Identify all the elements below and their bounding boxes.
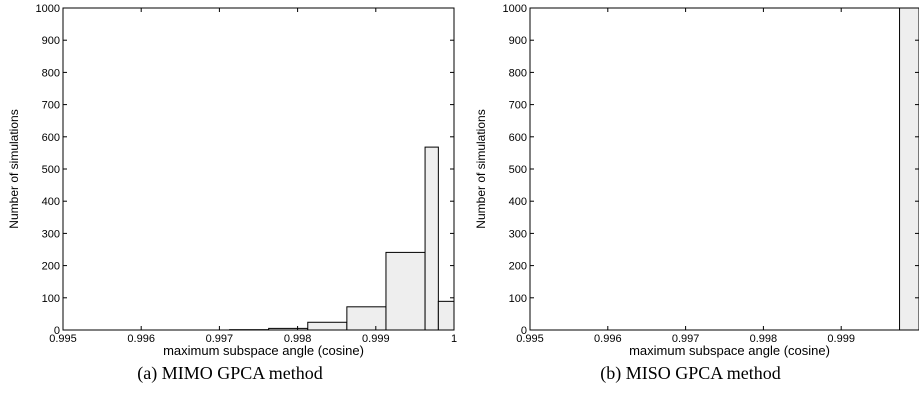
y-tick-label: 200 — [509, 261, 527, 273]
y-tick-label: 0 — [54, 325, 60, 337]
histogram-bar — [268, 327, 309, 331]
histogram-bar — [385, 251, 426, 331]
y-tick-label: 200 — [42, 261, 60, 273]
histogram-bar — [424, 146, 439, 331]
x-axis-label: maximum subspace angle (cosine) — [163, 343, 364, 358]
x-tick-label: 0.998 — [284, 333, 312, 345]
y-tick-label: 1000 — [503, 3, 527, 15]
x-tick-label: 0.995 — [516, 333, 544, 345]
y-tick-label: 600 — [42, 132, 60, 144]
y-tick-label: 800 — [509, 67, 527, 79]
histogram-bar — [346, 306, 387, 331]
histogram-bar — [307, 321, 348, 331]
y-tick-label: 900 — [509, 35, 527, 47]
y-tick-label: 600 — [509, 132, 527, 144]
y-tick-label: 300 — [42, 228, 60, 240]
x-tick-label: 0.995 — [49, 333, 77, 345]
caption-miso: (b) MISO GPCA method — [600, 363, 781, 383]
y-tick-label: 800 — [42, 67, 60, 79]
y-tick-label: 1000 — [36, 3, 60, 15]
y-axis-label: Number of simulations — [7, 109, 21, 228]
x-tick-label: 1 — [451, 333, 457, 345]
histogram-mimo: 0 100 200 300 400 500 600 700 800 900 1000 0.995 0.9… — [7, 3, 457, 358]
y-tick-label: 100 — [509, 293, 527, 305]
caption-mimo: (a) MIMO GPCA method — [137, 363, 323, 383]
x-tick-label: 0.998 — [750, 333, 778, 345]
y-tick-label: 100 — [42, 293, 60, 305]
y-tick-label: 400 — [42, 196, 60, 208]
y-tick-label: 500 — [42, 164, 60, 176]
histogram-miso: 0 100 200 300 400 500 600 700 800 900 1000 0.995 0.9… — [474, 3, 919, 358]
histogram-bar — [437, 300, 455, 331]
y-tick-label: 300 — [509, 228, 527, 240]
y-tick-label: 900 — [42, 35, 60, 47]
y-tick-label: 700 — [509, 100, 527, 112]
y-tick-label: 400 — [509, 196, 527, 208]
x-tick-label: 0.996 — [594, 333, 622, 345]
x-tick-label: 0.996 — [127, 333, 155, 345]
x-tick-label: 0.997 — [672, 333, 700, 345]
y-tick-label: 500 — [509, 164, 527, 176]
x-axis-label: maximum subspace angle (cosine) — [629, 343, 830, 358]
x-tick-label: 0.997 — [206, 333, 234, 345]
x-tick-label: 0.999 — [827, 333, 855, 345]
y-axis-label: Number of simulations — [474, 109, 488, 228]
chart-panel-miso: 0 100 200 300 400 500 600 700 800 900 1000 0.995 0.9… — [462, 0, 919, 414]
chart-panel-mimo: 0 100 200 300 400 500 600 700 800 900 1000 0.995 0.9… — [7, 3, 457, 383]
y-tick-label: 0 — [521, 325, 527, 337]
plot-frame — [529, 7, 919, 331]
y-tick-label: 700 — [42, 100, 60, 112]
x-tick-label: 0.999 — [362, 333, 390, 345]
